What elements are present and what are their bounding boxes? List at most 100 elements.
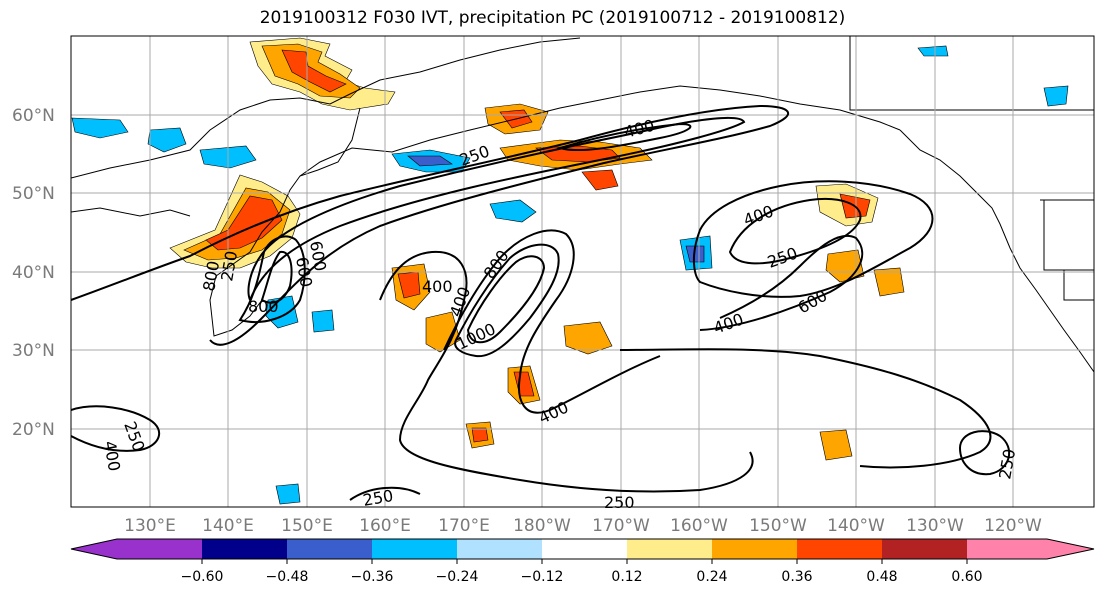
precip-positive-area	[563, 321, 613, 355]
precip-positive-area	[819, 429, 853, 461]
precip-negative-area	[275, 483, 301, 505]
contour-label: 1000	[454, 319, 499, 353]
ivt-contour-400	[247, 116, 746, 301]
precip-positive-area	[425, 311, 461, 353]
lon-label: 170°W	[592, 516, 650, 536]
lat-label: 60°N	[12, 106, 55, 126]
aleutian-coastline	[299, 85, 901, 177]
lon-label: 150°W	[749, 516, 807, 536]
colorbar-extend-low	[71, 539, 117, 559]
colorbar-tick-label: 0.60	[951, 569, 982, 585]
contour-label: 400	[741, 201, 776, 229]
colorbar-segment	[797, 539, 882, 559]
contour-label: 400	[100, 439, 124, 472]
ivt-contour-japan-inner	[260, 250, 293, 304]
lon-label: 150°E	[281, 516, 333, 536]
precip-positive-area	[471, 427, 489, 443]
colorbar-tick-label: −0.48	[266, 569, 309, 585]
colorbar-segment	[287, 539, 372, 559]
contour-label: 250	[120, 419, 148, 454]
precip-negative-area	[917, 45, 949, 57]
ivt-contour-600	[556, 122, 692, 152]
lon-label: 180°W	[513, 516, 571, 536]
asia-interior	[71, 207, 191, 217]
ivt-contour-east	[693, 180, 934, 298]
lat-label: 20°N	[12, 420, 55, 440]
ivt-contour-small	[958, 430, 1011, 476]
ivt-contour-southeast	[619, 348, 992, 469]
contour-label: 250	[765, 243, 800, 271]
precip-positive-area	[397, 271, 421, 299]
colorbar-segment	[372, 539, 457, 559]
precip-negative-area	[71, 117, 129, 139]
contour-label: 250	[361, 486, 394, 510]
colorbar-tick-label: −0.12	[521, 569, 564, 585]
lon-label: 140°W	[827, 516, 885, 536]
colorbar-tick-label: 0.12	[611, 569, 642, 585]
colorbar-segment	[712, 539, 797, 559]
colorbar-tick-label: 0.24	[696, 569, 727, 585]
ivt-contour-south	[349, 486, 421, 501]
colorbar: −0.60 −0.48 −0.36 −0.24 −0.12 0.12 0.24 …	[70, 538, 1095, 585]
colorbar-outline	[70, 538, 1095, 560]
precip-positive-area	[581, 169, 619, 191]
lat-label: 30°N	[12, 341, 55, 361]
lon-label: 120°W	[984, 516, 1042, 536]
north-america-coastline	[899, 129, 1094, 373]
canada-border	[849, 36, 1094, 301]
ivt-contour-plume	[443, 229, 661, 414]
contour-label: 250	[995, 447, 1019, 480]
colorbar-segment	[117, 539, 202, 559]
precip-negative-area	[489, 199, 537, 223]
longitude-labels: 130°E 140°E 150°E 160°E 170°E 180°W 170°…	[124, 516, 1042, 536]
ivt-contour-250	[71, 104, 790, 346]
precip-negative-area	[1043, 85, 1069, 107]
precip-positive-area	[873, 267, 905, 297]
latitude-labels: 60°N 50°N 40°N 30°N 20°N	[12, 106, 55, 440]
lat-label: 40°N	[12, 263, 55, 283]
colorbar-tick-label: −0.60	[181, 569, 224, 585]
colorbar-tick-label: 0.36	[781, 569, 812, 585]
precip-negative-area	[407, 155, 453, 167]
ivt-contour-central	[379, 250, 754, 493]
lon-label: 140°E	[202, 516, 254, 536]
lat-label: 50°N	[12, 184, 55, 204]
map-frame	[70, 35, 1095, 508]
lon-label: 160°E	[359, 516, 411, 536]
lon-label: 130°W	[906, 516, 964, 536]
ivt-contour-plume-core	[466, 255, 546, 344]
colorbar-segment	[202, 539, 287, 559]
ivt-contour-japan	[238, 235, 306, 323]
precip-negative-area	[311, 309, 335, 333]
contour-label: 250	[604, 493, 635, 512]
map-title: 2019100312 F030 IVT, precipitation PC (2…	[259, 8, 846, 28]
asia-coastline	[71, 37, 581, 179]
ivt-contours	[71, 104, 1011, 501]
ivt-contour-east-inner	[728, 198, 862, 265]
contour-label: 400	[711, 309, 746, 337]
ivt-contour-east-low	[699, 235, 864, 331]
colorbar-segment	[627, 539, 712, 559]
colorbar-segment	[967, 539, 1047, 559]
graticule	[71, 36, 1094, 507]
colorbar-extend-high	[1047, 539, 1094, 559]
contour-label: 800	[248, 297, 279, 316]
lon-label: 130°E	[124, 516, 176, 536]
colorbar-tick-label: −0.24	[436, 569, 479, 585]
kamchatka-coastline	[209, 107, 361, 337]
colorbar-segment	[542, 539, 627, 559]
contour-label: 400	[622, 116, 656, 142]
ivt-contour-plume-inner	[454, 243, 560, 358]
precip-positive-area	[205, 195, 283, 251]
colorbar-segment	[882, 539, 967, 559]
contour-label: 400	[422, 277, 453, 296]
contour-label: 250	[217, 249, 241, 282]
lon-label: 160°W	[670, 516, 728, 536]
colorbar-tick-label: −0.36	[351, 569, 394, 585]
coastlines	[71, 36, 1094, 373]
colorbar-tick-label: 0.48	[866, 569, 897, 585]
lon-label: 170°E	[438, 516, 490, 536]
ivt-contour-southwest	[71, 405, 161, 452]
colorbar-segment	[457, 539, 542, 559]
